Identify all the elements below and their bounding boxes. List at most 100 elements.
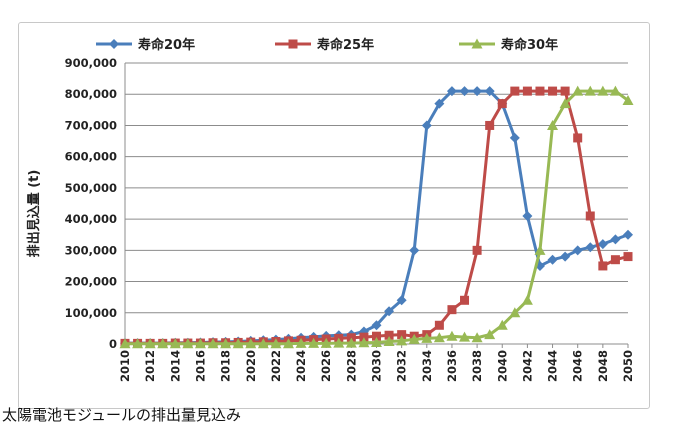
data-point [320,337,332,348]
legend-label: 寿命25年 [317,37,374,53]
legend-marker [109,39,119,49]
data-point [509,307,521,318]
data-point [232,338,244,349]
data-point [157,338,169,349]
data-point [434,98,445,109]
x-tick-label: 2012 [143,350,157,382]
data-point [408,333,420,344]
data-point [623,252,633,262]
data-point [522,210,533,221]
data-point [610,234,621,245]
data-point [535,86,545,96]
data-point [383,336,395,347]
data-point [459,86,470,97]
data-point [585,242,596,253]
data-point [384,330,394,340]
data-point [472,245,482,255]
data-point [497,99,507,109]
data-point [182,338,194,349]
x-tick-label: 2030 [370,350,384,382]
data-point [270,338,282,349]
x-tick-label: 2024 [294,350,308,382]
data-point [396,335,408,346]
x-tick-label: 2018 [219,350,233,382]
data-point [245,338,257,349]
data-point [597,85,609,96]
data-point [585,211,595,221]
data-point [472,86,483,97]
y-tick-label: 800,000 [65,87,117,101]
data-point [194,338,206,349]
data-point [396,295,407,306]
data-point [372,331,381,341]
data-point [460,295,470,305]
data-point [471,332,483,343]
data-point [484,86,495,97]
data-point [547,119,559,130]
data-point [622,94,634,105]
y-tick-label: 600,000 [65,150,117,164]
data-point [597,239,608,250]
data-point [333,337,345,348]
data-point [496,319,508,330]
data-point [447,305,457,315]
x-tick-label: 2042 [520,350,534,382]
y-tick-label: 400,000 [65,212,117,226]
data-point [509,132,520,143]
legend-label: 寿命20年 [138,37,195,53]
data-point [559,98,571,109]
data-point [132,338,144,349]
data-point [345,337,357,348]
data-point [584,85,596,96]
data-point [371,320,382,331]
data-point [433,332,445,343]
data-point [308,337,320,348]
data-point [572,245,583,256]
data-point [371,336,382,347]
data-point [560,86,570,96]
x-tick-label: 2032 [395,350,409,382]
legend-marker [288,39,298,49]
x-tick-label: 2036 [445,350,459,382]
data-point [421,120,432,131]
data-point [282,338,294,349]
y-tick-label: 700,000 [65,118,117,132]
chart-caption: 太陽電池モジュールの排出量見込み [2,406,241,424]
x-tick-label: 2034 [420,350,434,382]
data-point [295,337,307,348]
data-point [573,133,583,143]
data-point [560,251,571,262]
legend-label: 寿命30年 [501,37,558,53]
data-point [397,330,407,340]
x-tick-label: 2022 [269,350,283,382]
data-point [522,86,532,96]
data-point [598,261,608,271]
data-point [510,86,520,96]
data-point [446,330,458,341]
data-point [207,338,219,349]
data-point [446,86,457,97]
x-tick-label: 2044 [546,350,560,382]
data-point [572,85,584,96]
data-point [459,331,471,342]
data-point [220,338,232,349]
x-tick-label: 2010 [118,350,132,382]
x-tick-label: 2016 [193,350,207,382]
x-tick-label: 2040 [495,350,509,382]
data-point [384,306,395,317]
data-point [623,229,633,240]
data-point [610,255,620,265]
data-point [484,329,496,340]
x-tick-label: 2026 [319,350,333,382]
data-point [521,294,533,305]
data-point [144,338,156,349]
line-chart: 0 100,000 200,000 300,000 400,000 500,000 600,… [26,37,635,382]
y-tick-label: 300,000 [65,243,117,257]
x-tick-label: 2020 [244,350,258,382]
data-point [119,338,131,349]
data-point [434,320,444,330]
data-point [485,120,495,130]
data-point [421,332,433,343]
x-tick-label: 2038 [470,350,484,382]
y-tick-label: 900,000 [65,56,117,70]
